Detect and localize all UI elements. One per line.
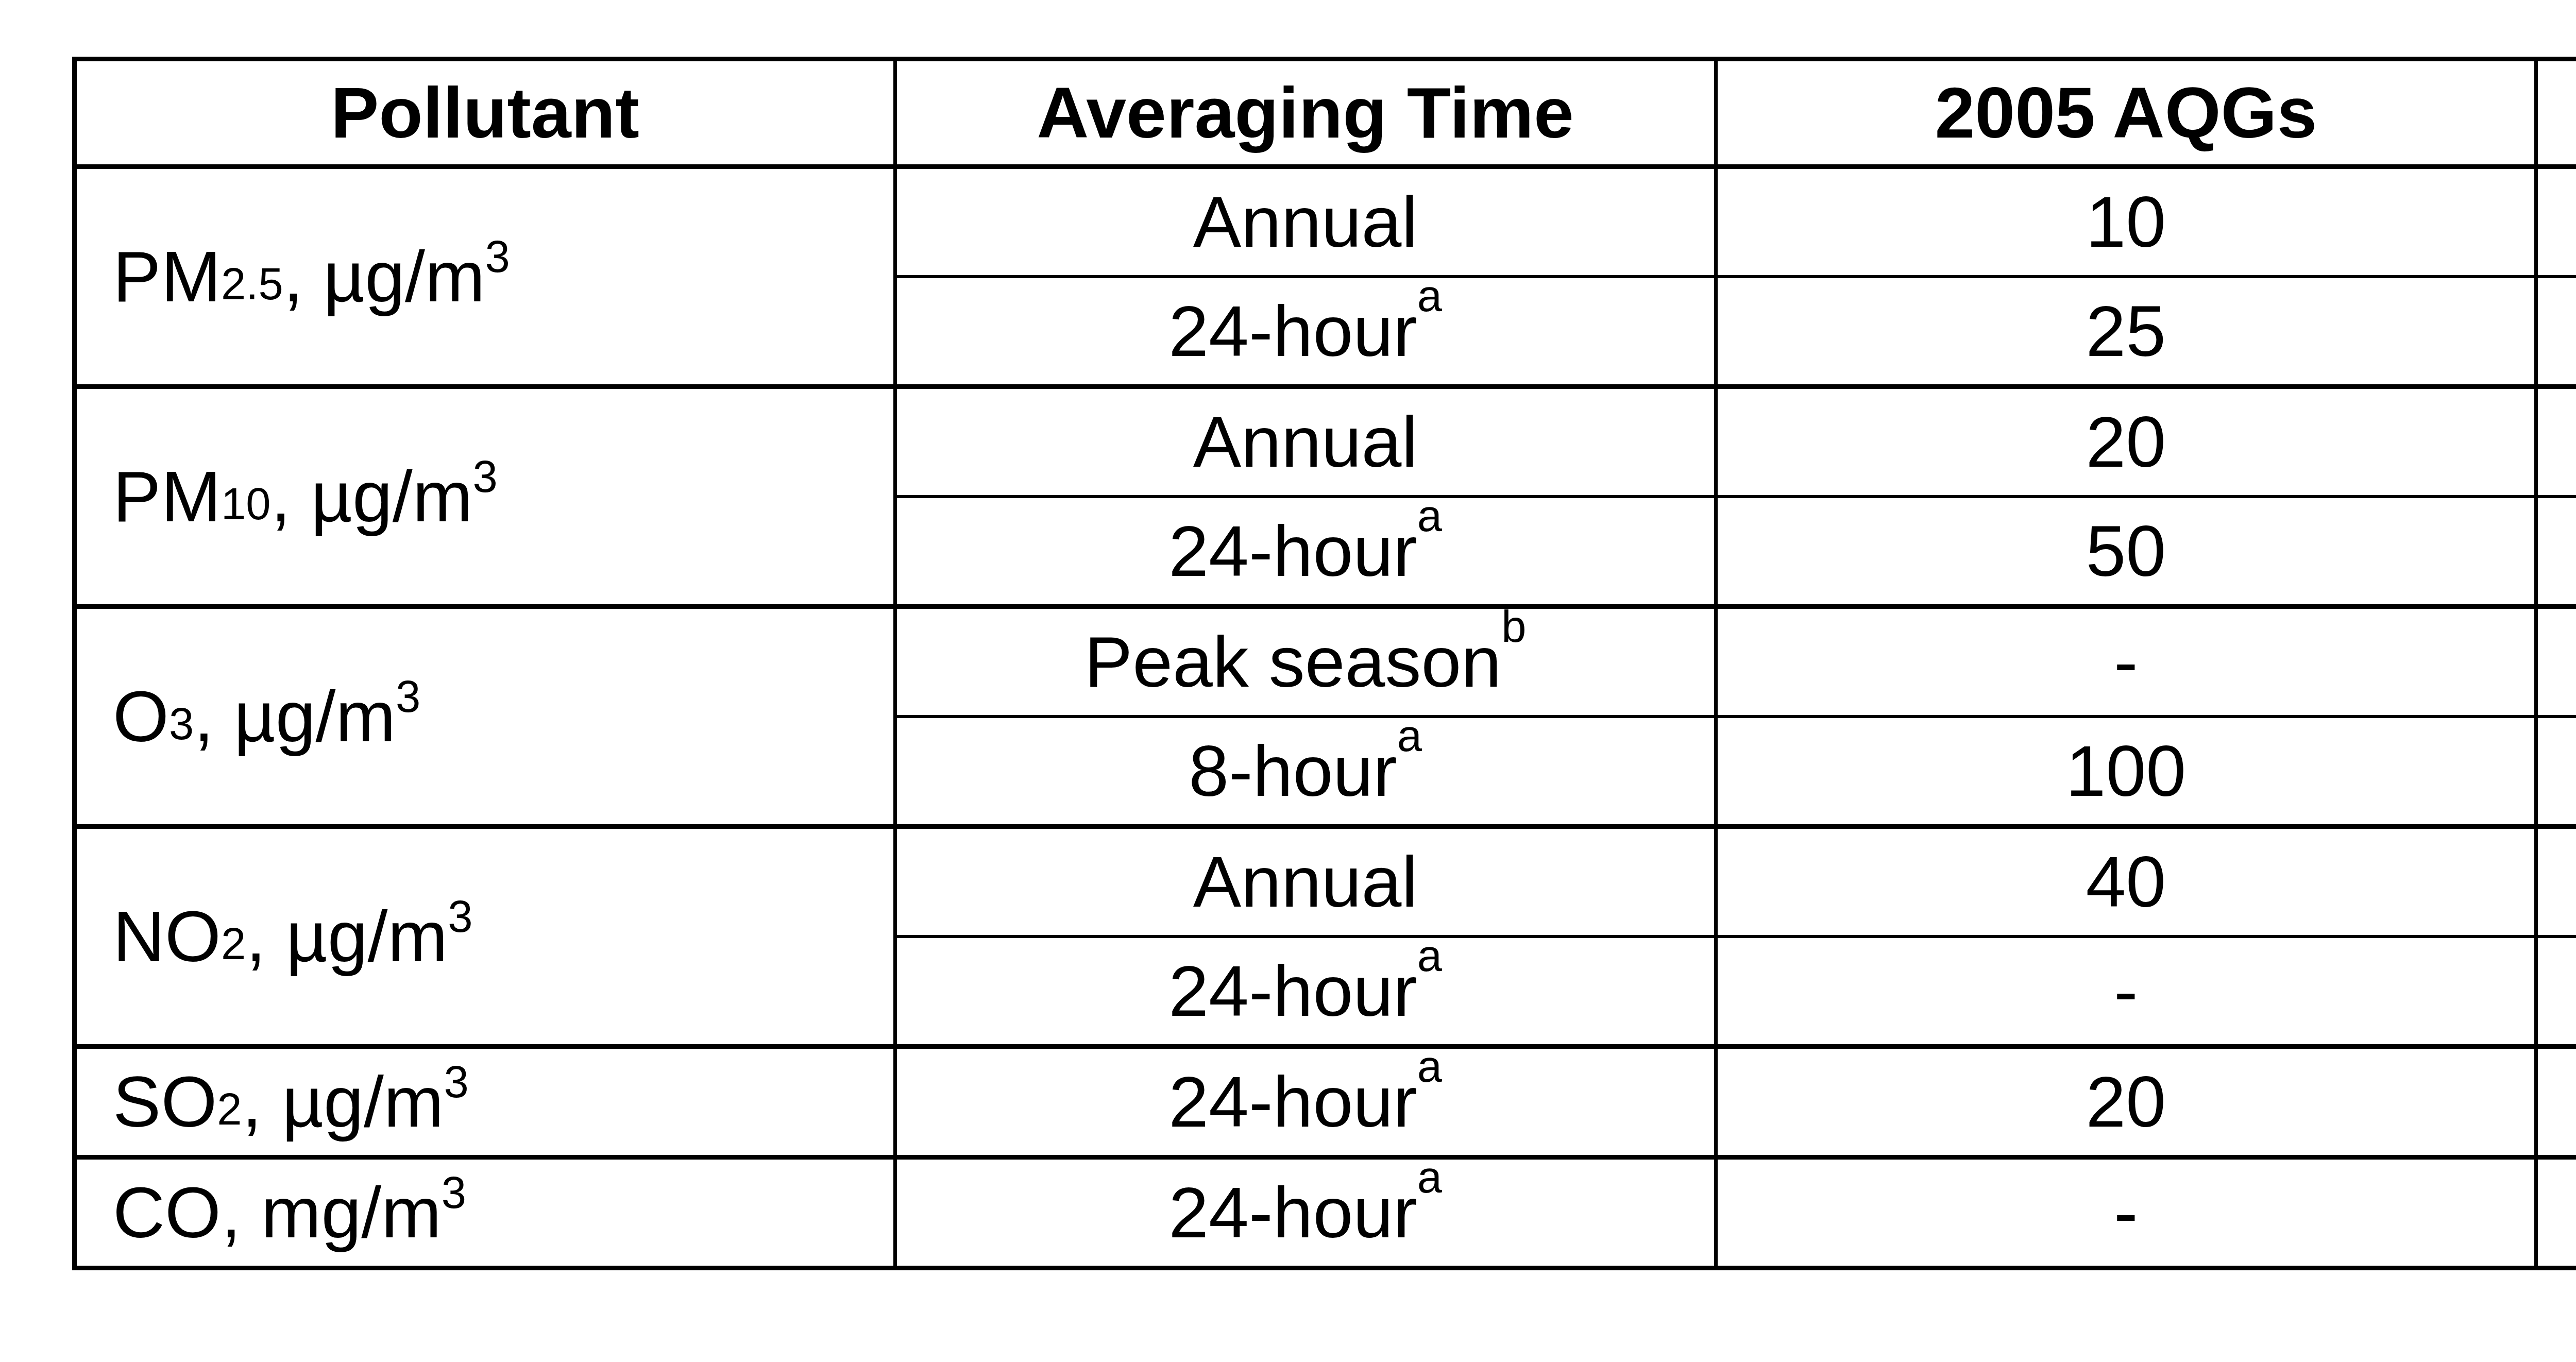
- page: Pollutant Averaging Time 2005 AQGs 2021 …: [0, 0, 2576, 1362]
- table-body: Pollutant Averaging Time 2005 AQGs 2021 …: [75, 59, 2576, 1268]
- averaging-time-cell: Annual: [895, 167, 1716, 277]
- averaging-time-label: Annual: [1193, 401, 1418, 482]
- averaging-time-label: 8-hour: [1189, 730, 1397, 811]
- pollutant-base: SO: [113, 1060, 217, 1144]
- aqg-table: Pollutant Averaging Time 2005 AQGs 2021 …: [72, 57, 2576, 1270]
- aqg-2005-cell: 40: [1716, 827, 2536, 937]
- pollutant-unit: , µg/m: [242, 1060, 444, 1144]
- averaging-time-label: 24-hour: [1168, 1061, 1417, 1142]
- aqg-2021-cell: 15: [2536, 277, 2576, 387]
- averaging-time-label: 24-hour: [1168, 1172, 1417, 1253]
- averaging-time-label: Peak season: [1084, 621, 1501, 702]
- aqg-2005-cell: -: [1716, 607, 2536, 717]
- table-row: CO, mg/m3 24-houra - 4: [75, 1157, 2576, 1268]
- aqg-2005-cell: -: [1716, 937, 2536, 1047]
- averaging-time-cell: 24-houra: [895, 1157, 1716, 1268]
- pollutant-cell: NO2, µg/m3: [75, 827, 895, 1047]
- aqg-2021-cell: 45: [2536, 497, 2576, 607]
- aqg-2021-cell: 60: [2536, 607, 2576, 717]
- pollutant-cell: PM10, µg/m3: [75, 387, 895, 607]
- footnote-marker: a: [1417, 270, 1442, 320]
- aqg-2021-cell: 40: [2536, 1047, 2576, 1157]
- aqg-2021-cell: 10: [2536, 827, 2576, 937]
- aqg-2021-cell: 4: [2536, 1157, 2576, 1268]
- pollutant-unit: , µg/m: [283, 235, 485, 318]
- pollutant-label: SO2, µg/m3: [77, 1049, 893, 1155]
- aqg-2005-cell: 100: [1716, 717, 2536, 827]
- footnote-marker: b: [1501, 601, 1526, 651]
- averaging-time-label: Annual: [1193, 181, 1418, 262]
- pollutant-cell: O3, µg/m3: [75, 607, 895, 827]
- aqg-2005-cell: 10: [1716, 167, 2536, 277]
- column-header-pollutant: Pollutant: [75, 59, 895, 167]
- pollutant-base: PM: [113, 455, 221, 538]
- pollutant-label: O3, µg/m3: [77, 663, 893, 770]
- column-header-averaging-time: Averaging Time: [895, 59, 1716, 167]
- averaging-time-cell: Annual: [895, 387, 1716, 497]
- pollutant-base: PM: [113, 235, 221, 318]
- column-header-2005-aqgs: 2005 AQGs: [1716, 59, 2536, 167]
- table-row: PM10, µg/m3 Annual 20 15: [75, 387, 2576, 497]
- footnote-marker: a: [1397, 710, 1422, 760]
- pollutant-cell: PM2.5, µg/m3: [75, 167, 895, 387]
- footnote-marker: a: [1417, 930, 1442, 980]
- aqg-2005-cell: 20: [1716, 387, 2536, 497]
- aqg-2021-cell: 100: [2536, 717, 2576, 827]
- pollutant-label: CO, mg/m3: [77, 1160, 893, 1266]
- table-row: NO2, µg/m3 Annual 40 10: [75, 827, 2576, 937]
- averaging-time-label: Annual: [1193, 841, 1418, 922]
- footnote-marker: a: [1417, 490, 1442, 540]
- footnote-marker: a: [1417, 1041, 1442, 1091]
- table-row: SO2, µg/m3 24-houra 20 40: [75, 1047, 2576, 1157]
- pollutant-base: NO: [113, 895, 221, 978]
- pollutant-base: O: [113, 675, 169, 758]
- pollutant-unit: , µg/m: [271, 455, 473, 538]
- pollutant-label: NO2, µg/m3: [77, 883, 893, 990]
- averaging-time-label: 24-hour: [1168, 291, 1417, 371]
- averaging-time-cell: 24-houra: [895, 277, 1716, 387]
- header-row: Pollutant Averaging Time 2005 AQGs 2021 …: [75, 59, 2576, 167]
- table-row: O3, µg/m3 Peak seasonb - 60: [75, 607, 2576, 717]
- pollutant-unit: , µg/m: [246, 895, 448, 978]
- averaging-time-cell: Peak seasonb: [895, 607, 1716, 717]
- pollutant-label: PM2.5, µg/m3: [77, 224, 893, 330]
- aqg-2021-cell: 25: [2536, 937, 2576, 1047]
- footnote-marker: a: [1417, 1152, 1442, 1202]
- aqg-2021-cell: 5: [2536, 167, 2576, 277]
- aqg-2005-cell: 50: [1716, 497, 2536, 607]
- averaging-time-cell: 24-houra: [895, 497, 1716, 607]
- averaging-time-cell: 8-houra: [895, 717, 1716, 827]
- averaging-time-cell: Annual: [895, 827, 1716, 937]
- averaging-time-cell: 24-houra: [895, 1047, 1716, 1157]
- pollutant-unit: , µg/m: [194, 675, 396, 758]
- pollutant-unit: , mg/m: [221, 1171, 442, 1254]
- aqg-2005-cell: 20: [1716, 1047, 2536, 1157]
- table-row: PM2.5, µg/m3 Annual 10 5: [75, 167, 2576, 277]
- aqg-2021-cell: 15: [2536, 387, 2576, 497]
- column-header-2021-aqgs: 2021 AQGs: [2536, 59, 2576, 167]
- averaging-time-cell: 24-houra: [895, 937, 1716, 1047]
- pollutant-label: PM10, µg/m3: [77, 444, 893, 550]
- averaging-time-label: 24-hour: [1168, 950, 1417, 1031]
- aqg-2005-cell: 25: [1716, 277, 2536, 387]
- pollutant-cell: SO2, µg/m3: [75, 1047, 895, 1157]
- aqg-2005-cell: -: [1716, 1157, 2536, 1268]
- pollutant-cell: CO, mg/m3: [75, 1157, 895, 1268]
- averaging-time-label: 24-hour: [1168, 510, 1417, 591]
- pollutant-base: CO: [113, 1171, 221, 1254]
